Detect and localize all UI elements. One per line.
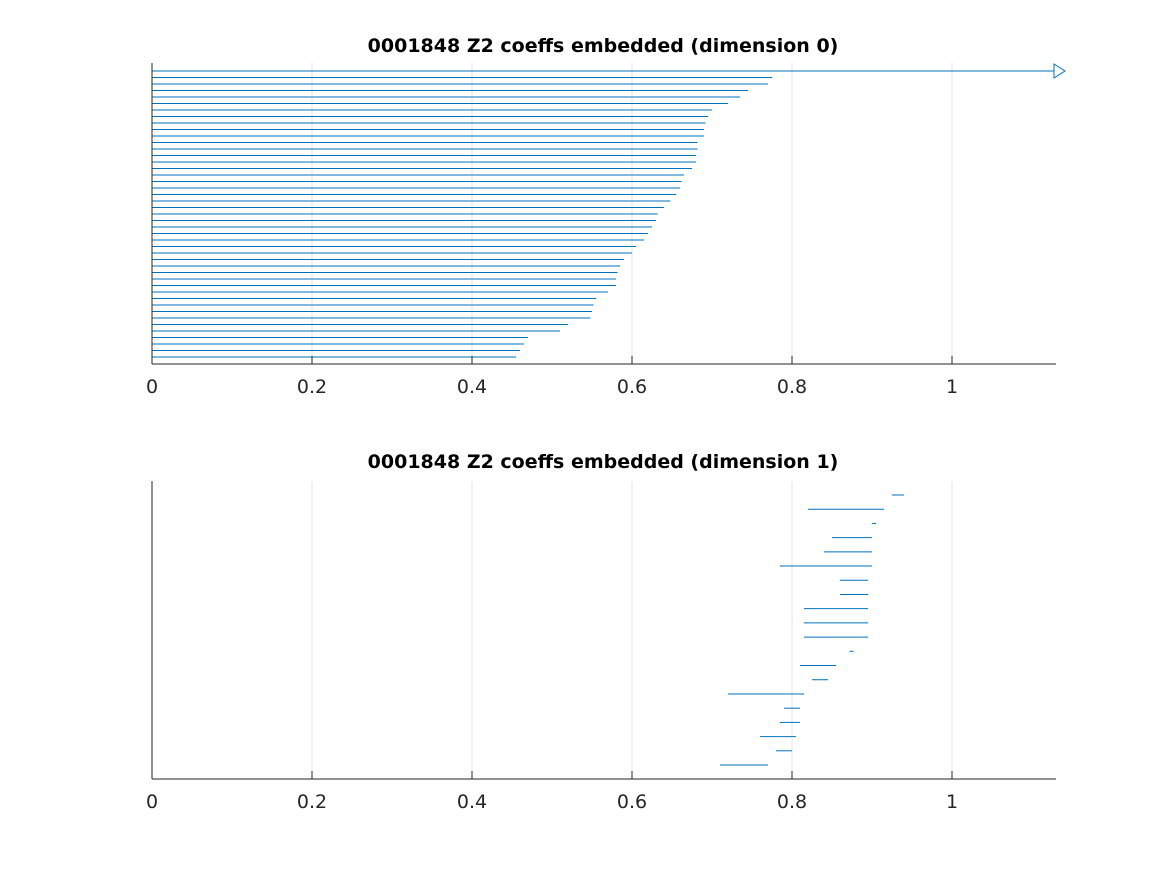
axes — [151, 63, 1056, 365]
x-gridlines — [311, 481, 953, 779]
x-tick-label: 1 — [946, 791, 958, 813]
chart-title: 0001848 Z2 coeffs embedded (dimension 0) — [368, 35, 839, 57]
infinity-arrow-marker — [1053, 63, 1066, 79]
x-tick-labels: 0 0.2 0.4 0.6 0.8 1 — [146, 376, 958, 398]
barcode-intervals — [152, 63, 1066, 358]
axes — [151, 481, 1056, 780]
x-tick-label: 0.6 — [617, 791, 647, 813]
x-tick-label: 0 — [146, 376, 158, 398]
x-tick-label: 0.4 — [457, 376, 487, 398]
x-tick-label: 0.2 — [297, 376, 327, 398]
x-tick-label: 0.4 — [457, 791, 487, 813]
x-tick-label: 0.8 — [777, 376, 807, 398]
dimension-0-barcode-panel: 0001848 Z2 coeffs embedded (dimension 0)… — [146, 35, 1066, 398]
chart-title: 0001848 Z2 coeffs embedded (dimension 1) — [368, 451, 839, 473]
x-tick-labels: 0 0.2 0.4 0.6 0.8 1 — [146, 791, 958, 813]
x-tick-label: 1 — [946, 376, 958, 398]
barcode-intervals — [720, 494, 904, 766]
x-tick-label: 0.6 — [617, 376, 647, 398]
x-tick-label: 0.2 — [297, 791, 327, 813]
dimension-1-barcode-panel: 0001848 Z2 coeffs embedded (dimension 1)… — [146, 451, 1056, 813]
x-tick-label: 0 — [146, 791, 158, 813]
x-tick-label: 0.8 — [777, 791, 807, 813]
